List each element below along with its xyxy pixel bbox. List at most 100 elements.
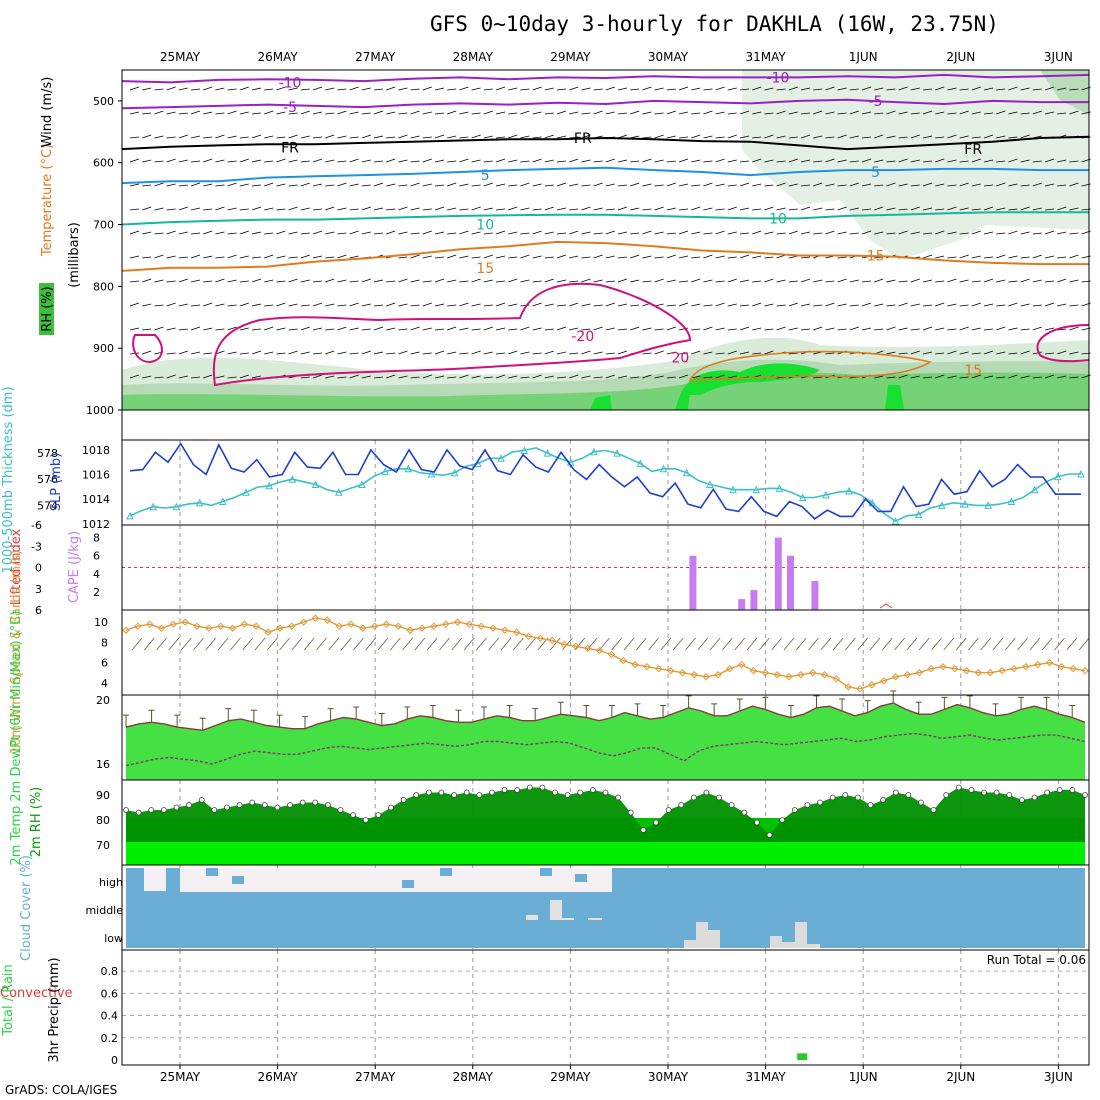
rh-marker <box>186 802 192 808</box>
upper-wind-barb <box>691 134 701 139</box>
upper-wind-barb <box>325 134 335 139</box>
upper-wind-barb <box>300 279 310 283</box>
thickness-tick-label: 574 <box>37 499 58 512</box>
contour-label: 10 <box>476 218 494 234</box>
upper-wind-barb <box>373 232 384 235</box>
upper-wind-barb <box>142 206 152 211</box>
temp-minmax-bar <box>174 714 181 728</box>
slp-tick-label: 1012 <box>82 518 110 531</box>
upper-wind-barb <box>764 231 774 235</box>
upper-wind-barb <box>325 375 335 379</box>
upper-wind-barb <box>251 231 262 235</box>
rh-marker <box>388 804 394 811</box>
upper-wind-barb <box>1020 375 1030 379</box>
upper-wind-barb <box>569 208 579 211</box>
upper-wind-barb <box>1069 351 1079 355</box>
upper-wind-barb <box>813 376 823 379</box>
upper-wind-barb <box>1032 207 1042 211</box>
upper-wind-barb <box>837 159 847 163</box>
temp-minmax-bar <box>941 696 948 710</box>
upper-wind-barb <box>178 350 188 355</box>
upper-wind-barb <box>569 374 579 379</box>
upper-wind-barb <box>825 208 835 211</box>
wind-speed-marker <box>536 634 545 643</box>
upper-wind-barb <box>886 160 896 163</box>
wind-speed-marker <box>891 673 900 681</box>
upper-wind-barb <box>1044 302 1055 307</box>
wind-speed-marker <box>264 628 272 636</box>
upper-wind-barb <box>739 135 750 139</box>
upper-wind-barb <box>1044 352 1055 355</box>
upper-wind-barb <box>215 206 225 211</box>
rh-band-70 <box>680 363 820 395</box>
upper-wind-barb <box>166 280 176 283</box>
upper-wind-barb <box>691 375 701 379</box>
contour-label: 5 <box>481 168 490 184</box>
contour-label: 15 <box>867 248 885 264</box>
upper-wind-barb <box>1032 351 1042 355</box>
upper-wind-barb <box>410 254 420 259</box>
upper-wind-barb <box>861 327 872 331</box>
wind-barb <box>512 637 524 651</box>
upper-wind-barb <box>1069 376 1079 379</box>
upper-wind-barb <box>520 135 530 139</box>
upper-wind-barb <box>983 350 994 355</box>
upper-wind-barb <box>825 86 835 91</box>
upper-wind-barb <box>898 374 908 379</box>
upper-wind-barb <box>605 255 615 259</box>
temp-tick-label: 20 <box>96 694 110 707</box>
upper-wind-barb <box>630 254 640 259</box>
wind-speed-marker <box>122 626 130 634</box>
upper-wind-barb <box>910 87 920 91</box>
upper-wind-barb <box>483 254 493 259</box>
thickness-line-marker <box>543 448 552 457</box>
upper-wind-barb <box>800 278 811 283</box>
rh-marker <box>653 819 659 826</box>
upper-wind-barb <box>1032 254 1042 259</box>
cape-bar <box>774 537 782 610</box>
temp-contour-FR <box>121 135 1090 151</box>
upper-wind-barb <box>471 328 481 331</box>
upper-wind-barb <box>142 134 152 139</box>
upper-wind-barb <box>630 304 640 307</box>
upper-wind-barb <box>166 111 176 115</box>
wind-speed-marker <box>666 667 675 675</box>
wind-barb <box>611 637 623 651</box>
upper-wind-barb <box>337 326 347 331</box>
upper-wind-barb <box>947 206 957 211</box>
upper-wind-barb <box>947 256 957 259</box>
li-tick-label: 3 <box>35 583 42 596</box>
upper-wind-barb <box>1069 304 1079 307</box>
upper-wind-barb <box>434 87 445 91</box>
wind-barb <box>488 637 500 651</box>
wind-barb <box>451 637 463 651</box>
upper-wind-barb <box>386 302 396 307</box>
upper-wind-barb <box>1032 279 1042 283</box>
upper-wind-barb <box>1032 304 1042 307</box>
upper-wind-barb <box>569 327 579 331</box>
upper-wind-barb <box>1069 279 1079 283</box>
upper-wind-barb <box>178 206 188 211</box>
upper-wind-barb <box>178 231 188 235</box>
upper-wind-barb <box>361 87 371 91</box>
upper-wind-barb <box>1020 87 1030 91</box>
upper-wind-barb <box>593 110 603 115</box>
precip-tick-label: 0.6 <box>101 987 119 1000</box>
upper-wind-barb <box>849 304 859 307</box>
upper-wind-barb <box>581 231 591 235</box>
upper-wind-barb <box>605 374 615 379</box>
temp-minmax-bar <box>583 704 590 718</box>
upper-wind-barb <box>996 182 1006 187</box>
upper-wind-barb <box>971 208 981 211</box>
upper-wind-barb <box>288 231 298 235</box>
rh-marker <box>135 809 142 816</box>
upper-wind-barb <box>935 255 945 259</box>
upper-wind-barb <box>630 110 640 115</box>
rh-marker <box>249 799 256 806</box>
upper-wind-barb <box>508 350 518 355</box>
upper-wind-barb <box>605 302 615 307</box>
upper-wind-barb <box>605 280 615 283</box>
thickness-line-marker <box>334 488 343 496</box>
cloud-high-block <box>144 868 166 891</box>
upper-wind-barb <box>142 375 152 379</box>
